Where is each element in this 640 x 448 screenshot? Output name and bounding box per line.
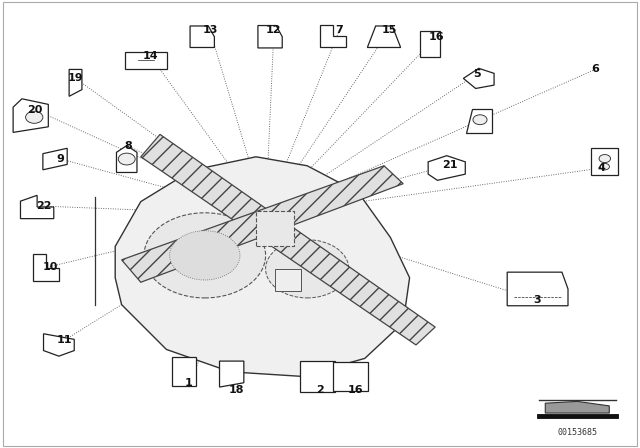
Circle shape (26, 111, 43, 123)
Bar (172, 358, 196, 386)
Polygon shape (33, 254, 59, 281)
Text: 13: 13 (202, 26, 218, 35)
Text: 6: 6 (591, 65, 599, 74)
Polygon shape (190, 26, 214, 47)
Text: 16: 16 (429, 32, 444, 42)
Circle shape (118, 153, 135, 165)
Text: 4: 4 (598, 163, 605, 173)
Bar (591, 148, 618, 175)
Text: 7: 7 (335, 26, 343, 35)
Polygon shape (141, 134, 435, 345)
Text: 9: 9 (57, 154, 65, 164)
Text: 5: 5 (473, 69, 481, 79)
Polygon shape (367, 26, 401, 47)
Polygon shape (320, 25, 346, 47)
Circle shape (144, 213, 266, 298)
Circle shape (599, 155, 611, 163)
Polygon shape (20, 195, 54, 219)
Polygon shape (463, 69, 494, 89)
Text: 8: 8 (124, 141, 132, 151)
Text: 22: 22 (36, 201, 51, 211)
Polygon shape (13, 99, 49, 133)
Text: 12: 12 (266, 26, 282, 35)
Polygon shape (44, 334, 74, 356)
Text: 21: 21 (442, 160, 458, 170)
Polygon shape (69, 69, 82, 96)
Text: 14: 14 (143, 51, 158, 61)
Polygon shape (116, 146, 137, 172)
Polygon shape (466, 109, 492, 134)
Text: 10: 10 (42, 262, 58, 271)
Polygon shape (115, 157, 410, 376)
Polygon shape (545, 401, 609, 413)
Polygon shape (220, 361, 244, 387)
Circle shape (266, 240, 349, 298)
Polygon shape (258, 26, 282, 48)
Bar (300, 361, 335, 392)
Circle shape (473, 115, 487, 125)
Bar (125, 52, 166, 69)
Text: 20: 20 (28, 105, 43, 115)
Text: 00153685: 00153685 (557, 428, 597, 437)
Bar (256, 211, 294, 246)
Text: 16: 16 (348, 385, 364, 395)
Bar (420, 31, 440, 57)
Text: 2: 2 (316, 385, 324, 395)
Polygon shape (43, 148, 67, 170)
Text: 15: 15 (381, 26, 397, 35)
Bar (275, 269, 301, 291)
Circle shape (170, 231, 240, 280)
Text: 18: 18 (229, 385, 244, 395)
Polygon shape (507, 272, 568, 306)
Text: 1: 1 (185, 378, 193, 388)
Polygon shape (428, 156, 465, 180)
Text: 19: 19 (68, 73, 83, 83)
Bar (333, 362, 369, 391)
Text: 11: 11 (56, 336, 72, 345)
Circle shape (600, 164, 609, 170)
Polygon shape (122, 166, 403, 282)
Text: 3: 3 (534, 295, 541, 305)
